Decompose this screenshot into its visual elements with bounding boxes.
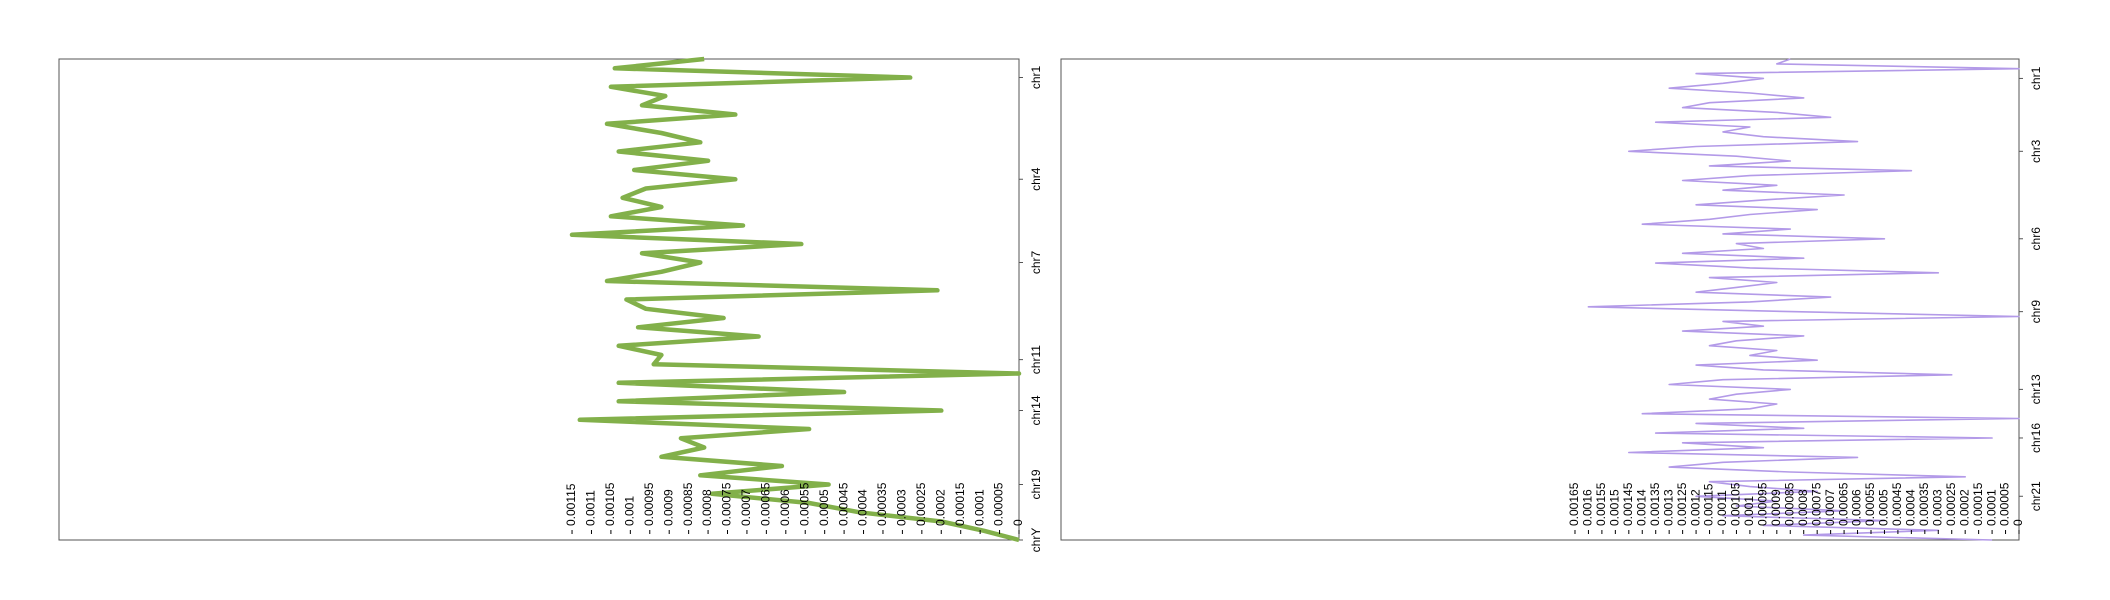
x-tick-label: 0.00145 [1621,482,1635,526]
x-tick-label: 0.00095 [642,482,656,526]
x-tick-label: 0.0009 [1769,489,1783,526]
x-tick-label: 0.00035 [1917,482,1931,526]
plot-frame [1060,58,2020,541]
x-tick-label: 0.00165 [1567,482,1581,526]
y-tick-label: chr7 [1029,251,1043,275]
x-tick-label: 0.00025 [1944,482,1958,526]
x-tick-label: 0.001 [623,496,637,526]
x-tick-label: 0.0004 [856,489,870,526]
y-tick-label: chr4 [1029,167,1043,191]
data-line [569,56,1022,543]
x-tick-label: 0.0015 [1608,489,1622,526]
y-tick-label: chr14 [1029,395,1043,425]
x-tick-label: 0.00025 [914,482,928,526]
x-tick-label: 0.00115 [564,483,578,526]
x-tick-label: 0.00075 [720,482,734,526]
y-tick-label: chr9 [2029,300,2043,324]
x-tick-label: 0.0009 [661,489,675,526]
x-tick-label: 0.00105 [1729,482,1743,526]
x-tick-label: 0.0014 [1634,489,1648,526]
x-tick-label: 0.00085 [681,482,695,526]
x-tick-label: 0.00045 [836,482,850,526]
x-tick-label: 0.00035 [875,482,889,526]
y-tick-label: chr3 [2029,139,2043,163]
x-tick-label: 0.0011 [584,490,598,526]
y-tick-label: chr1 [1029,66,1043,90]
x-tick-label: 0.0008 [1796,489,1810,526]
x-tick-label: 0.0005 [1877,489,1891,526]
x-tick-label: 0.0016 [1581,489,1595,526]
x-tick-label: 0.00065 [759,482,773,526]
x-tick-label: 0.00045 [1890,482,1904,526]
y-tick-label: chr1 [2029,66,2043,90]
x-tick-label: 0.00065 [1836,482,1850,526]
y-tick-label: chr21 [2029,481,2043,511]
x-tick-label: 0.0012 [1688,489,1702,526]
x-tick-label: 0.00005 [1998,482,2012,526]
x-tick-label: 0.00075 [1809,482,1823,526]
x-tick-label: 0.0006 [1850,489,1864,526]
x-tick-label: 0.00055 [1863,482,1877,526]
x-tick-label: 0.00125 [1675,482,1689,526]
x-tick-label: 0.0001 [972,489,986,526]
x-tick-label: 0.0002 [1957,489,1971,526]
x-tick-label: 0.0011 [1715,490,1729,526]
y-tick-label: chr16 [2029,423,2043,453]
x-tick-label: 0.001 [1742,496,1756,526]
x-tick-label: 0.0007 [1823,489,1837,526]
x-tick-label: 0.0003 [1930,489,1944,526]
x-tick-label: 0.00155 [1594,482,1608,526]
x-tick-label: 0 [1011,519,1025,526]
x-tick-label: 0.0007 [739,489,753,526]
x-tick-label: 0.00115 [1702,483,1716,526]
x-tick-label: 0.0005 [817,489,831,526]
plot-frame [58,58,1020,541]
x-tick-label: 0.00095 [1756,482,1770,526]
x-tick-label: 0.0013 [1661,489,1675,526]
x-tick-label: 0.0006 [778,489,792,526]
x-tick-label: 0.00055 [797,482,811,526]
x-tick-label: 0.0002 [933,489,947,526]
y-tick-label: chr6 [2029,227,2043,251]
x-tick-label: 0.00005 [992,482,1006,526]
x-tick-label: 0 [2011,519,2025,526]
x-tick-label: 0.00015 [1971,482,1985,526]
x-tick-label: 0.00135 [1648,482,1662,526]
x-tick-label: 0.0008 [700,489,714,526]
y-tick-label: chr19 [1029,469,1043,499]
y-tick-label: chr11 [1029,345,1043,374]
y-tick-label: chrY [1029,528,1043,553]
y-tick-label: chr13 [2029,374,2043,404]
x-tick-label: 0.00015 [953,482,967,526]
x-tick-label: 0.00085 [1782,482,1796,526]
data-line [1587,58,2020,541]
x-tick-label: 0.0001 [1984,489,1998,526]
x-tick-label: 0.0003 [895,489,909,526]
x-tick-label: 0.00105 [603,482,617,526]
x-tick-label: 0.0004 [1904,489,1918,526]
